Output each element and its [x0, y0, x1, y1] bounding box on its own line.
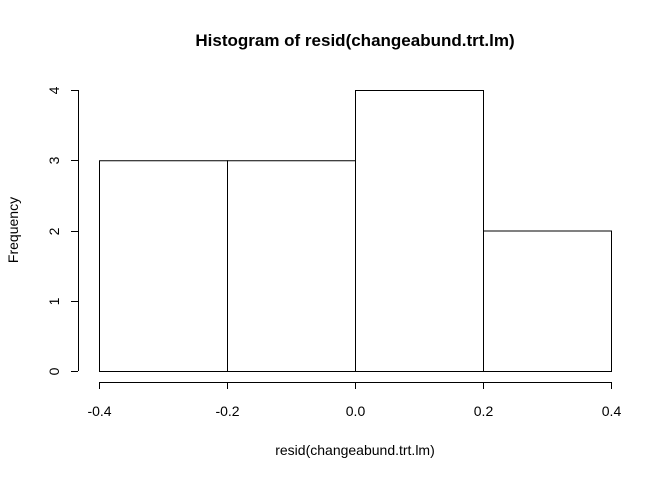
histogram-bar-1 [227, 160, 356, 372]
y-tick-label-0: 0 [46, 367, 62, 375]
y-tick-label-3: 3 [46, 156, 62, 164]
x-axis: -0.4 -0.2 0.0 0.2 0.4 [87, 382, 621, 419]
x-axis-label: resid(changeabund.trt.lm) [275, 442, 435, 458]
histogram-bar-2 [355, 90, 484, 372]
x-tick-label-1: -0.2 [215, 403, 239, 419]
histogram-bars [99, 90, 612, 372]
histogram-bar-0 [99, 160, 228, 372]
x-tick-label-4: 0.4 [602, 403, 622, 419]
x-tick-label-2: 0.0 [346, 403, 366, 419]
y-tick-label-2: 2 [46, 227, 62, 235]
y-tick-label-4: 4 [46, 86, 62, 94]
y-axis-label: Frequency [5, 197, 21, 263]
x-tick-label-3: 0.2 [474, 403, 494, 419]
y-tick-label-1: 1 [46, 297, 62, 305]
histogram-bar-3 [483, 230, 612, 372]
chart-title: Histogram of resid(changeabund.trt.lm) [195, 31, 514, 50]
x-tick-label-0: -0.4 [87, 403, 111, 419]
y-axis: 0 1 2 3 4 [46, 86, 79, 375]
